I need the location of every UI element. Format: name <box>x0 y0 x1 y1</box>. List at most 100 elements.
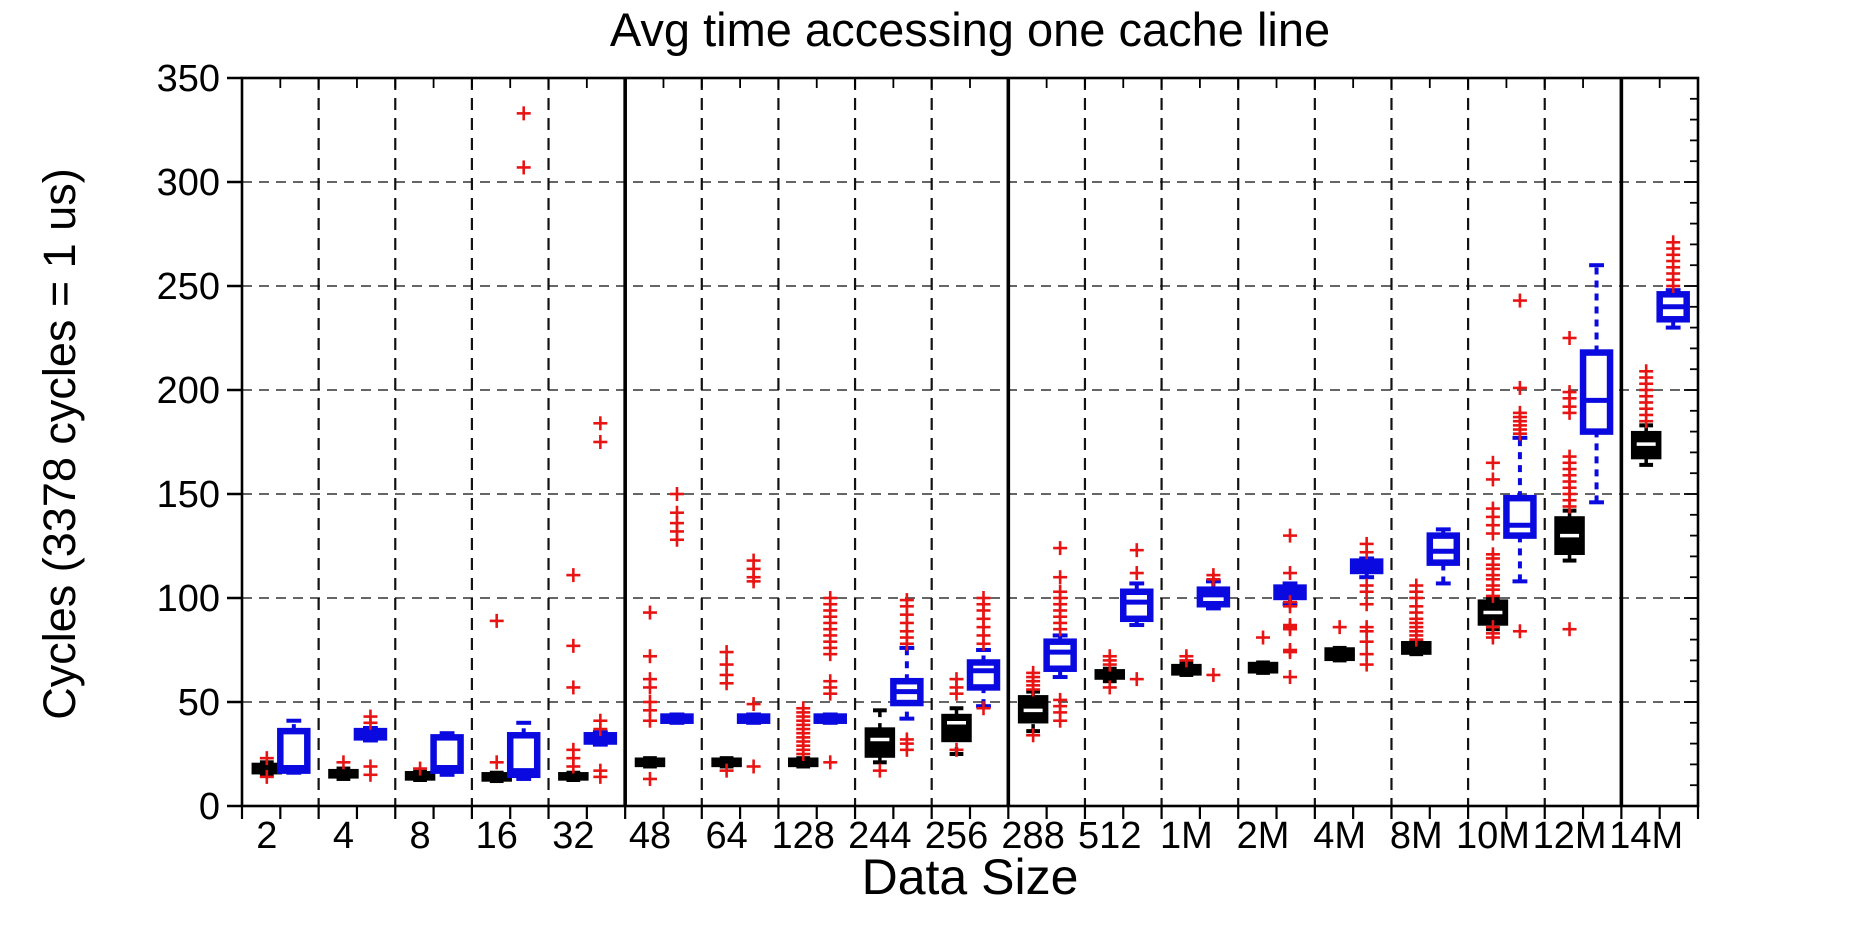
outlier-plus-marker <box>1283 595 1298 610</box>
blue-box-rect <box>277 727 311 774</box>
category-group-12M <box>1554 263 1614 637</box>
category-group-8M <box>1401 527 1461 657</box>
black-box-32 <box>558 568 589 782</box>
outlier-plus-marker <box>1129 566 1144 581</box>
outlier-plus-marker <box>1562 622 1577 637</box>
outlier-plus-marker <box>872 763 887 778</box>
outlier-plus-marker <box>1256 630 1271 645</box>
category-group-512 <box>1094 543 1154 695</box>
blue-box-rect <box>966 659 1001 691</box>
plot-background <box>242 78 1698 806</box>
y-axis-label: Cycles (3378 cycles = 1 us) <box>34 168 85 720</box>
blue-box-rect <box>1120 588 1154 623</box>
outlier-plus-marker <box>823 755 838 770</box>
x-tick-label: 12M <box>1533 815 1607 857</box>
outlier-plus-marker <box>1283 643 1298 657</box>
x-tick-label: 1M <box>1160 815 1213 857</box>
black-box-4M <box>1324 620 1355 663</box>
outlier-plus-marker <box>1512 624 1527 639</box>
black-box-244 <box>864 708 896 778</box>
x-tick-label: 4 <box>333 815 354 857</box>
outlier-plus-marker <box>1485 455 1500 470</box>
outlier-plus-marker <box>566 568 581 583</box>
outlier-plus-marker <box>1206 667 1221 682</box>
outlier-plus-marker <box>949 672 964 687</box>
outlier-plus-marker <box>1359 578 1374 593</box>
blue-box-rect <box>1043 638 1077 672</box>
black-box-rect <box>558 772 589 781</box>
outlier-plus-marker <box>1359 597 1374 612</box>
outlier-plus-marker <box>593 435 608 449</box>
y-tick-label: 0 <box>199 786 220 828</box>
black-box-64 <box>711 645 742 778</box>
blue-box-10M <box>1503 293 1537 639</box>
blue-box-48 <box>660 487 694 725</box>
outlier-plus-marker <box>899 732 914 747</box>
x-tick-label: 32 <box>552 815 594 857</box>
x-tick-label: 8M <box>1390 815 1443 857</box>
black-box-rect <box>1094 669 1126 680</box>
y-tick-label: 350 <box>157 58 220 100</box>
black-box-2M <box>1247 630 1279 675</box>
blue-box-4M <box>1349 536 1384 672</box>
blue-box-256 <box>966 591 1001 716</box>
black-box-1M <box>1171 649 1202 677</box>
outlier-plus-marker <box>1283 618 1298 633</box>
x-tick-label: 48 <box>629 815 671 857</box>
outlier-plus-marker <box>1639 364 1654 379</box>
x-tick-label: 128 <box>772 815 835 857</box>
outlier-plus-marker <box>1359 620 1374 635</box>
y-tick-label: 250 <box>157 266 220 308</box>
outlier-plus-marker <box>593 416 608 431</box>
x-tick-label: 8 <box>410 815 431 857</box>
outlier-plus-marker <box>823 591 838 605</box>
outlier-plus-marker <box>566 742 581 757</box>
blue-box-512 <box>1120 543 1154 687</box>
outlier-plus-marker <box>1053 570 1068 585</box>
outlier-plus-marker <box>1332 620 1347 635</box>
outlier-plus-marker <box>719 645 734 660</box>
outlier-plus-marker <box>1283 528 1298 543</box>
outlier-plus-marker <box>566 680 581 695</box>
black-box-128 <box>787 701 819 769</box>
outlier-plus-marker <box>899 593 914 608</box>
black-box-288 <box>1017 665 1049 743</box>
outlier-plus-marker <box>1562 385 1577 400</box>
outlier-plus-marker <box>1206 568 1221 583</box>
outlier-plus-marker <box>746 553 761 568</box>
outlier-plus-marker <box>593 713 608 728</box>
outlier-plus-marker <box>1512 293 1527 308</box>
outlier-plus-marker <box>1512 380 1527 395</box>
outlier-plus-marker <box>1283 670 1298 685</box>
outlier-plus-marker <box>976 701 991 716</box>
blue-box-244 <box>890 593 924 757</box>
outlier-plus-marker <box>823 674 838 689</box>
outlier-plus-marker <box>516 160 531 175</box>
x-tick-label: 512 <box>1078 815 1141 857</box>
outlier-plus-marker <box>796 701 811 716</box>
category-group-2 <box>251 718 311 784</box>
outlier-plus-marker <box>1359 647 1374 662</box>
y-tick-label: 100 <box>157 578 220 620</box>
black-box-rect <box>864 727 896 758</box>
y-tick-label: 200 <box>157 370 220 412</box>
outlier-plus-marker <box>1102 649 1117 664</box>
category-group-256 <box>941 591 1001 757</box>
category-group-16 <box>481 106 541 784</box>
outlier-plus-marker <box>669 505 684 520</box>
outlier-plus-marker <box>719 763 734 778</box>
category-group-48 <box>634 487 694 786</box>
category-group-10M <box>1477 293 1537 645</box>
outlier-plus-marker <box>336 755 351 770</box>
outlier-plus-marker <box>642 649 657 664</box>
outlier-plus-marker <box>1129 543 1144 558</box>
outlier-plus-marker <box>1053 692 1068 707</box>
blue-box-4 <box>353 709 388 782</box>
outlier-plus-marker <box>642 695 657 709</box>
blue-box-rect <box>1503 494 1537 539</box>
outlier-plus-marker <box>746 697 761 712</box>
blue-box-288 <box>1043 541 1077 728</box>
black-box-rect <box>634 757 666 768</box>
